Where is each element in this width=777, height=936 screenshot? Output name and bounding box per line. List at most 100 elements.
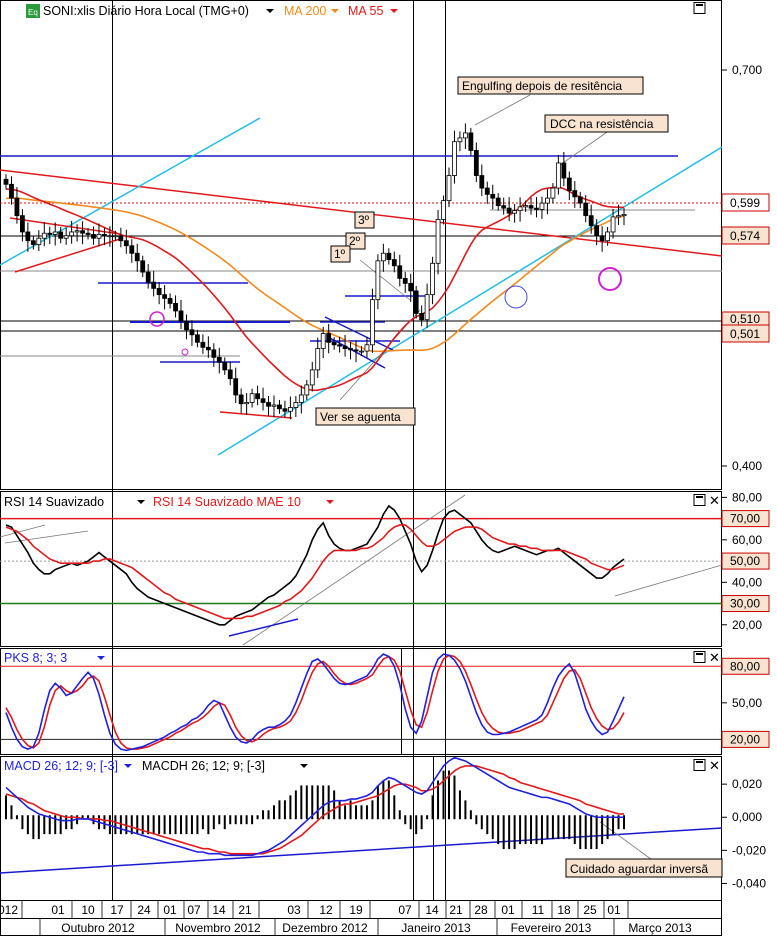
candle [145,264,151,289]
maximize-icon[interactable] [693,759,706,771]
candle [238,388,244,414]
macd-hist-bar [256,815,259,820]
macd-hist-bar [382,780,385,820]
chevron-down-icon[interactable] [326,500,334,504]
pks-header: PKS 8; 3; 3 ✕ [4,651,720,666]
candle [85,228,91,240]
cyan-channel-upper [0,117,261,266]
candle [151,271,157,297]
magenta-circle-2 [598,267,622,291]
pks-title[interactable]: PKS 8; 3; 3 [4,651,67,665]
macd-hist-bar [590,815,593,850]
candle [118,227,124,248]
candle [211,343,217,367]
chevron-down-icon[interactable] [137,500,145,504]
chevron-down-icon[interactable] [390,9,398,13]
macd-title[interactable]: MACD 26; 12; 9; [-3] [4,759,118,773]
macd-tick: 0,000 [732,810,762,824]
candle [452,130,457,184]
macd-lines [5,756,624,857]
candle [408,273,414,302]
x-day-label: 25 [583,903,597,917]
macd-hist-bar [431,795,434,820]
macd-hist-bar [311,785,314,820]
badge-574: 0,574 [721,226,770,245]
candle [9,176,14,205]
chevron-down-icon[interactable] [266,9,274,13]
red-flag-bottom [14,238,121,273]
candle [63,227,69,245]
macd-hist-bar [475,815,478,825]
candle [337,336,343,353]
maximize-icon[interactable] [693,494,706,506]
candle [80,221,85,245]
macd-hist-bar [152,815,155,835]
candle [506,197,512,222]
rsi-tick: 20,00 [732,618,762,632]
candle [304,379,310,400]
rsi-header: RSI 14 Suavizado RSI 14 Suavizado MAE 10… [4,494,720,509]
macd-hist-bar [344,805,347,820]
ma55-legend[interactable]: MA 55 [348,4,383,18]
macdh-title[interactable]: MACDH 26; 12; 9; [-3] [142,759,265,773]
candle [189,320,195,346]
macd-hist-bar [338,800,341,820]
macd-hist-bar [21,815,24,830]
candle [435,209,441,275]
candlestick-series [3,123,627,420]
chevron-down-icon[interactable] [300,764,308,768]
candle [326,323,332,354]
macd-hist-bar [114,815,117,835]
x-day-label: 07 [398,903,412,917]
candle [41,222,47,247]
pks-lines [5,653,625,752]
pks-badge: 20,00 [730,732,760,746]
maximize-icon[interactable] [693,651,706,663]
candle [167,293,173,309]
macd-annotation: Cuidado aguardar inversã [565,858,723,878]
candle [353,340,359,363]
x-day-label: 12 [319,903,333,917]
macd-hist-bar [294,790,297,820]
macd-hist-bar [136,815,139,835]
macd-hist-bar [234,815,237,825]
rsi-mae-title[interactable]: RSI 14 Suavizado MAE 10 [153,495,301,509]
badge-599: 0,599 [721,193,770,212]
candle [473,142,479,183]
macd-hist-bar [601,815,604,845]
ma200-legend[interactable]: MA 200 [284,4,326,18]
macd-hist-bar [464,800,467,820]
macd-hist-bar [15,815,18,820]
macd-hist-bar [442,770,445,820]
macd-hist-bar [568,815,571,840]
maximize-icon[interactable] [693,2,706,14]
rsi-tick: 80,00 [732,490,762,504]
x-day-label: 01 [163,903,177,917]
rsi-title[interactable]: RSI 14 Suavizado [4,495,104,509]
macd-hist-bar [333,790,336,820]
chevron-down-icon[interactable] [97,656,105,660]
chevron-down-icon[interactable] [124,764,132,768]
macd-hist-bar [70,815,73,830]
macd-hist-bar [491,815,494,840]
close-icon[interactable]: ✕ [709,759,720,774]
price-header: Eq SONI:xlis Diário Hora Local (TMG+0) M… [26,2,706,18]
candle [200,334,206,354]
x-day-label: 03 [287,903,301,917]
candle [413,285,419,319]
macd-hist-bar [513,815,516,850]
macd-hist-bar [530,815,533,845]
x-day-label: 24 [137,903,151,917]
close-icon[interactable]: ✕ [709,494,720,509]
x-axis-days: 012 01 10 17 24 01 07 14 21 03 12 19 07 14 21 28 01 11 18 2… [0,901,629,918]
macd-hist-bar [130,815,133,835]
macd-hist-bar [415,815,418,835]
macd-hist-bar [453,775,456,820]
close-icon[interactable]: ✕ [709,651,720,666]
macd-hist-bar [81,815,84,820]
macd-hist-bar [54,815,57,835]
annotation-aguenta: Ver se aguenta [315,407,416,426]
chevron-down-icon[interactable] [331,9,339,13]
annotation-2-text: 2º [349,234,361,248]
